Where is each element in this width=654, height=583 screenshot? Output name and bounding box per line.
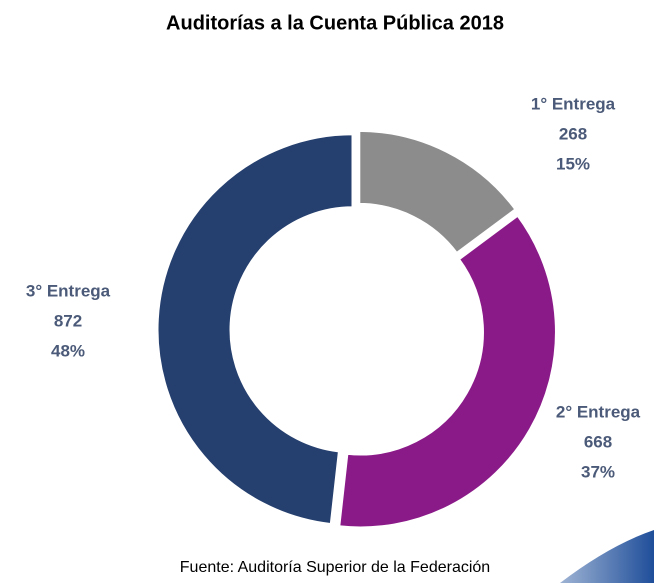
slice-value-label: 268 (559, 124, 587, 143)
source-note: Fuente: Auditoría Superior de la Federac… (180, 559, 490, 576)
donut-slice (357, 128, 519, 256)
donut-slice (155, 132, 355, 527)
slice-category-label: 1° Entrega (531, 94, 616, 113)
chart-title: Auditorías a la Cuenta Pública 2018 (166, 12, 504, 34)
slice-category-label: 3° Entrega (26, 281, 111, 300)
slice-percent-label: 48% (51, 341, 85, 360)
slice-value-label: 872 (54, 311, 82, 330)
slice-value-label: 668 (584, 432, 612, 451)
slice-category-label: 2° Entrega (556, 402, 641, 421)
slice-percent-label: 15% (556, 154, 590, 173)
donut (155, 128, 558, 530)
donut-slice (337, 212, 558, 530)
slice-percent-label: 37% (581, 462, 615, 481)
decorative-swoosh (560, 530, 654, 583)
